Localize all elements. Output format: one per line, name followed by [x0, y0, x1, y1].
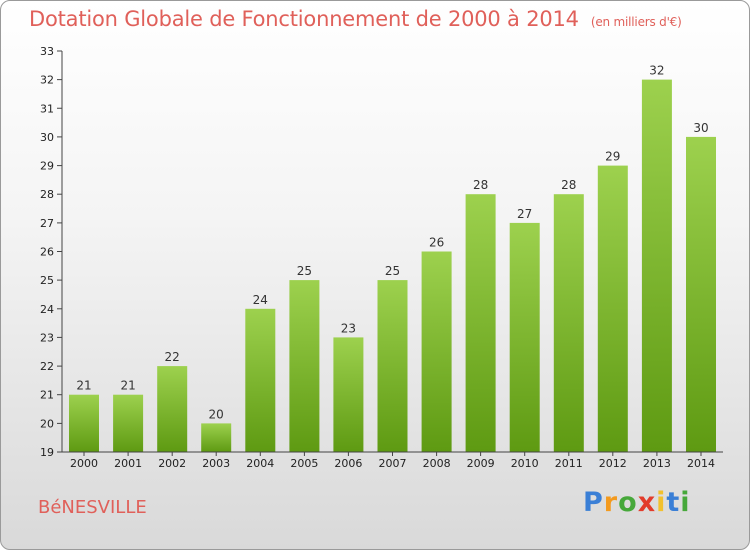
y-tick-label: 29 — [40, 160, 54, 173]
bar — [509, 222, 540, 452]
data-label: 21 — [76, 379, 91, 393]
logo-letter: i — [680, 487, 691, 518]
chart-subtitle: (en milliers d'€) — [590, 15, 682, 29]
x-tick-label: 2008 — [423, 457, 451, 470]
y-tick-label: 24 — [40, 303, 54, 316]
data-label: 23 — [341, 321, 356, 335]
y-tick-label: 30 — [40, 131, 54, 144]
x-tick-label: 2013 — [643, 457, 671, 470]
x-tick-label: 2011 — [555, 457, 583, 470]
x-tick-label: 2009 — [467, 457, 495, 470]
x-tick-label: 2014 — [687, 457, 715, 470]
bar — [245, 308, 276, 452]
bar — [333, 337, 364, 452]
x-tick-label: 2003 — [202, 457, 230, 470]
x-tick-label: 2000 — [70, 457, 98, 470]
x-tick-label: 2007 — [379, 457, 407, 470]
bar — [421, 251, 452, 452]
x-tick-label: 2005 — [290, 457, 318, 470]
bar — [465, 194, 496, 452]
y-tick-label: 20 — [40, 417, 54, 430]
logo-letter: r — [603, 487, 619, 518]
y-tick-label: 26 — [40, 246, 54, 259]
bar — [201, 423, 232, 452]
y-tick-label: 25 — [40, 274, 54, 287]
bar — [69, 394, 99, 452]
logo-letter: t — [666, 487, 681, 518]
proxiti-logo: Proxiti — [583, 487, 691, 518]
logo-letter: o — [618, 487, 638, 518]
x-tick-label: 2012 — [599, 457, 627, 470]
data-label: 20 — [209, 407, 224, 421]
data-label: 26 — [429, 236, 444, 250]
y-tick-label: 22 — [40, 360, 54, 373]
y-tick-label: 19 — [40, 446, 54, 459]
y-tick-label: 31 — [40, 102, 54, 115]
y-tick-label: 23 — [40, 331, 54, 344]
data-label: 21 — [120, 379, 135, 393]
logo-letter: P — [583, 487, 604, 518]
data-label: 28 — [473, 178, 488, 192]
data-label: 24 — [253, 293, 268, 307]
bar — [377, 280, 408, 452]
data-label: 28 — [561, 178, 576, 192]
data-label: 27 — [517, 207, 532, 221]
data-label: 25 — [297, 264, 312, 278]
bar — [113, 394, 144, 452]
data-label: 22 — [165, 350, 180, 364]
x-tick-label: 2006 — [334, 457, 362, 470]
bar — [641, 79, 672, 452]
x-tick-label: 2004 — [246, 457, 274, 470]
data-label: 25 — [385, 264, 400, 278]
bar — [553, 194, 584, 452]
y-tick-label: 33 — [40, 45, 54, 58]
data-label: 29 — [605, 150, 620, 164]
title-text: Dotation Globale de Fonctionnement de 20… — [29, 7, 579, 31]
chart-title: Dotation Globale de Fonctionnement de 20… — [29, 7, 682, 31]
logo-letter: i — [656, 487, 667, 518]
bar — [289, 280, 320, 452]
x-tick-label: 2001 — [114, 457, 142, 470]
data-label: 30 — [693, 121, 708, 135]
bar — [686, 136, 716, 452]
data-label: 32 — [649, 64, 664, 78]
y-tick-label: 21 — [40, 389, 54, 402]
y-tick-label: 32 — [40, 74, 54, 87]
commune-name: BéNESVILLE — [38, 497, 147, 518]
x-tick-label: 2002 — [158, 457, 186, 470]
bar — [597, 165, 628, 452]
bar — [157, 366, 188, 452]
logo-letter: x — [637, 487, 657, 518]
x-tick-label: 2010 — [511, 457, 539, 470]
y-tick-label: 28 — [40, 188, 54, 201]
y-tick-label: 27 — [40, 217, 54, 230]
